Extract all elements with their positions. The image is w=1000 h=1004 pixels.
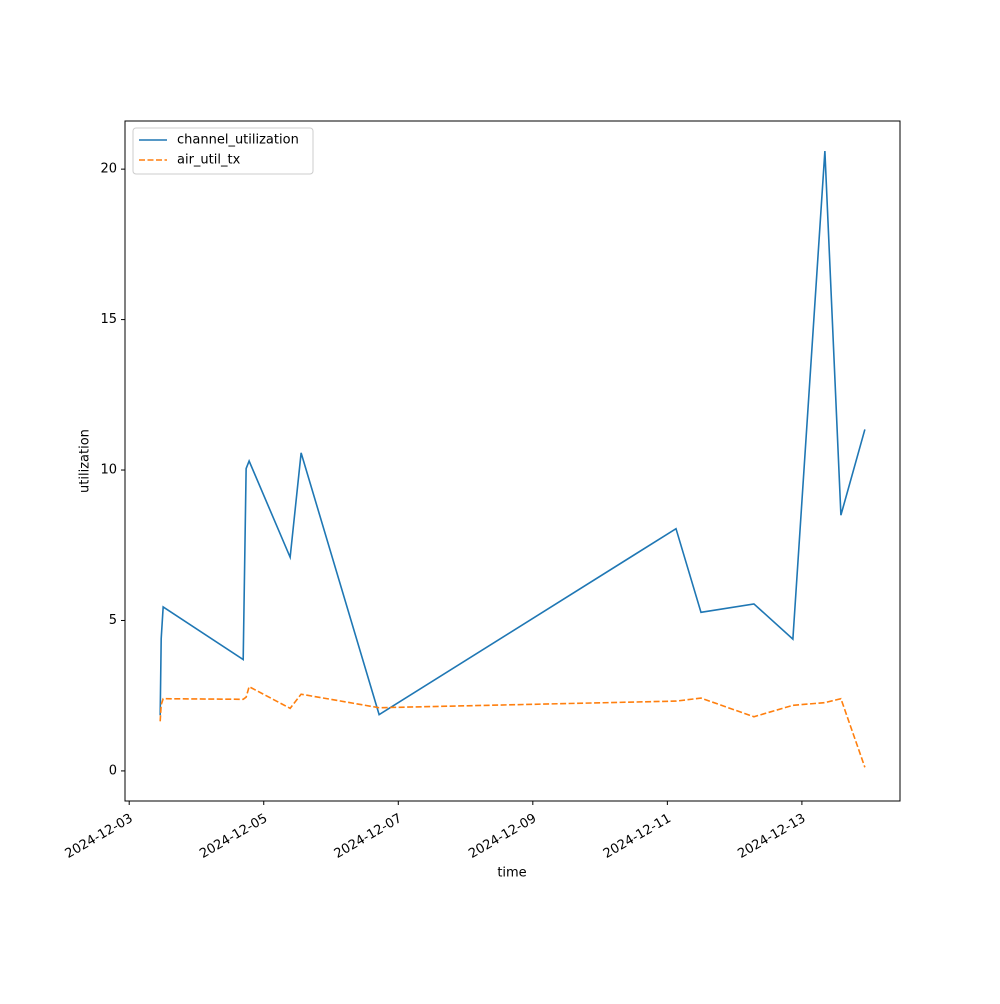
y-tick-label: 5 bbox=[109, 613, 117, 628]
y-tick-label: 15 bbox=[100, 312, 117, 327]
y-axis-label: utilization bbox=[78, 429, 93, 493]
plot-frame bbox=[124, 120, 901, 802]
legend-box bbox=[132, 127, 314, 175]
legend-label: air_util_tx bbox=[177, 153, 241, 168]
y-tick-label: 0 bbox=[109, 763, 117, 778]
y-tick-label: 10 bbox=[100, 463, 117, 478]
x-axis-label: time bbox=[497, 866, 526, 881]
data-line bbox=[159, 685, 866, 768]
legend-label: channel_utilization bbox=[177, 133, 299, 148]
data-line bbox=[159, 151, 866, 716]
y-tick-label: 20 bbox=[100, 162, 117, 177]
